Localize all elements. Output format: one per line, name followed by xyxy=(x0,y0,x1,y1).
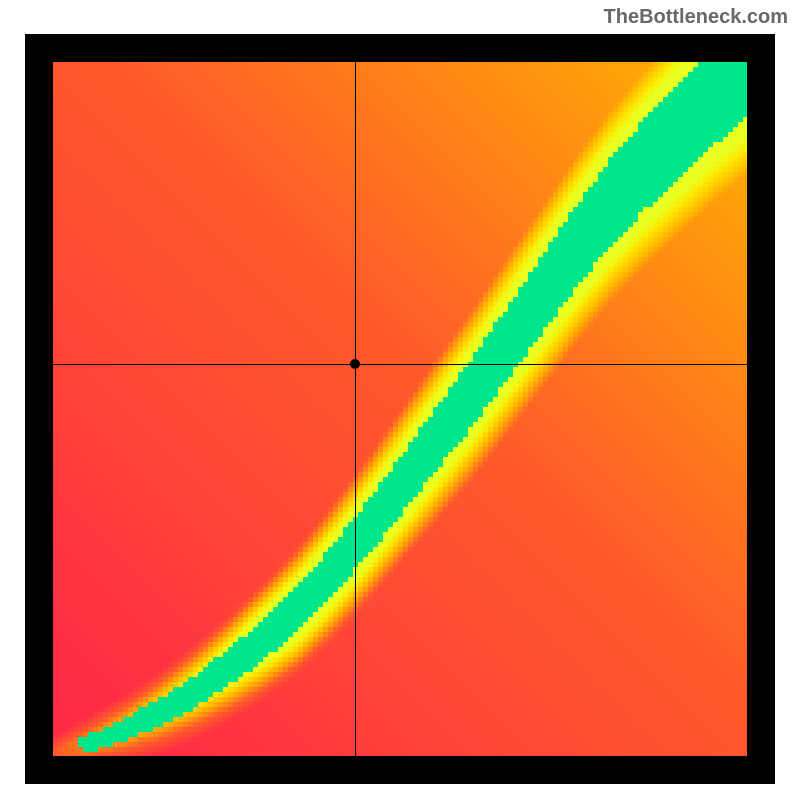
chart-container: TheBottleneck.com xyxy=(0,0,800,800)
crosshair-marker xyxy=(350,359,360,369)
watermark-text: TheBottleneck.com xyxy=(604,6,788,29)
crosshair-vertical xyxy=(355,62,356,756)
heatmap-canvas xyxy=(53,62,747,756)
crosshair-horizontal xyxy=(53,364,747,365)
